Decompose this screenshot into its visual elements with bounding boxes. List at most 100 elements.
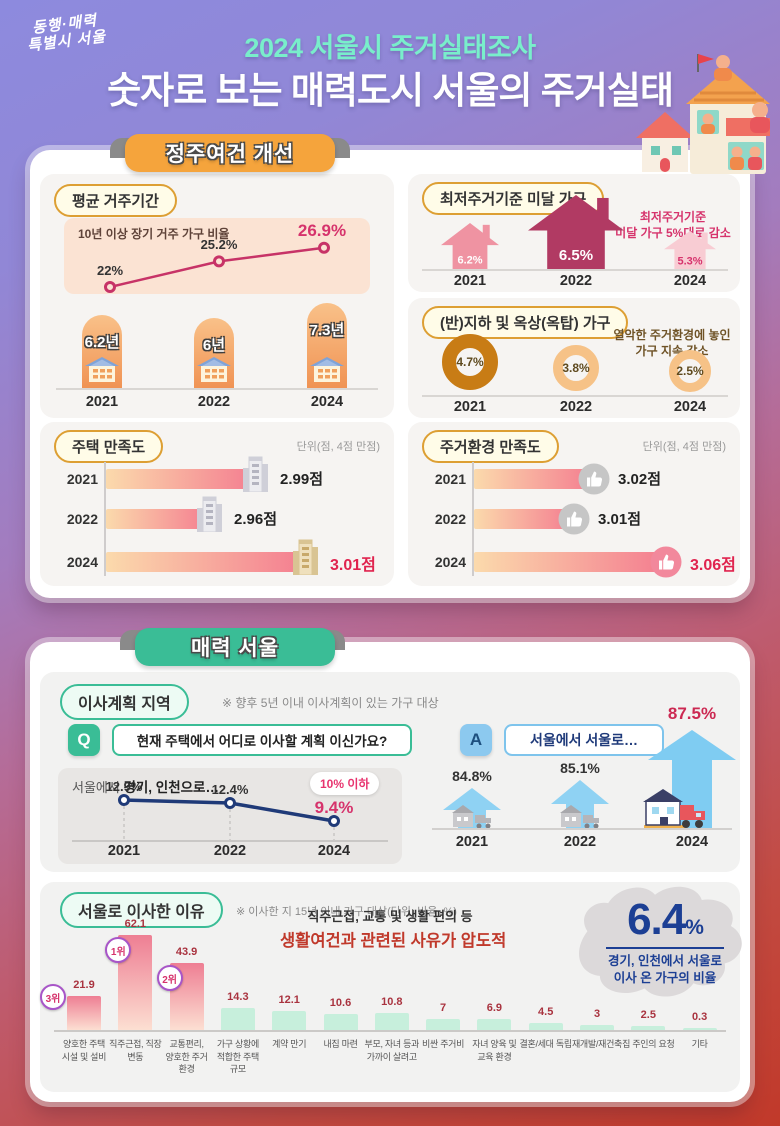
reason-value: 6.9	[486, 1002, 503, 1014]
svg-text:6.2%: 6.2%	[457, 254, 482, 266]
rank-badge: 3위	[40, 984, 66, 1010]
line-point-label: 12.4%	[211, 782, 249, 797]
reason-value: 43.9	[175, 946, 198, 958]
reason-value: 3	[593, 1008, 601, 1020]
donut-ring	[669, 350, 711, 392]
reason-value: 12.1	[278, 994, 300, 1006]
year-label: 2022	[434, 511, 466, 527]
reason-bar	[477, 1019, 512, 1030]
arrow-value: 84.8%	[452, 768, 492, 784]
donut-ring	[442, 334, 498, 390]
substandard-note: 최저주거기준 미달 가구 5%대로 감소	[615, 210, 731, 240]
rank-badge: 2위	[156, 965, 183, 991]
donut-value: 3.8%	[562, 361, 590, 375]
limit-badge: 10% 이하	[310, 772, 380, 795]
line-point-label: 12.9%	[105, 779, 143, 794]
reason-annotation: 직주근접, 교통 및 생활 편의 등 생활여건과 관련된 사유가 압도적	[280, 906, 507, 951]
donut-ring	[553, 345, 599, 391]
reason-category: 계약 만기	[272, 1039, 307, 1049]
reason-category: 부모, 자녀 등과 가까이 살려고	[364, 1039, 420, 1062]
year-label: 2022	[213, 843, 247, 859]
long-residence-line-chart: 10년 이상 장기 거주 가구 비율 22% 25.2% 26.9%	[64, 218, 370, 294]
panel-move-plan: 이사계획 지역 ※ 향후 5년 이내 이사계획이 있는 가구 대상 Q 현재 주…	[40, 672, 740, 872]
reason-category: 재개발/재건축	[571, 1039, 623, 1049]
reason-bar	[220, 1008, 255, 1030]
arrow-value: 85.1%	[560, 760, 600, 776]
question-box: 현재 주택에서 어디로 이사할 계획 이신가요?	[112, 724, 412, 756]
answer-box: 서울에서 서울로…	[504, 724, 664, 756]
stat-divider	[606, 947, 724, 949]
move-reason-note: ※ 이사한 지 15년 이내 가구 대상(단위: 비율, %)	[236, 906, 457, 918]
year-label: 2024	[310, 394, 344, 410]
panel-house-satisfaction: 주택 만족도 단위(점, 4점 만점) 2021 2.99점 2022 2.96점 20…	[40, 422, 394, 586]
house-icon	[197, 357, 231, 387]
reason-category: 직주근접, 직장 변동	[109, 1039, 162, 1062]
reason-value: 2.5	[640, 1009, 656, 1021]
reason-bar-chart: 21.9 양호한 주택 시설 및 설비 62.1 직주근접, 직장 변동 43.9 교통편…	[40, 882, 740, 1092]
line-point-label: 26.9%	[297, 220, 347, 240]
reason-bar	[272, 1011, 307, 1030]
reason-category: 기타	[691, 1039, 708, 1049]
house-truck-icon	[559, 803, 601, 834]
year-label: 2024	[317, 843, 351, 859]
house-pictogram: 6.5%	[528, 195, 624, 269]
house-pictogram: 5.3%	[664, 231, 716, 269]
year-label: 2021	[66, 471, 98, 487]
stat-unit: %	[685, 916, 704, 939]
annotation-line2: 생활여건과 관련된 사유가 압도적	[280, 932, 507, 950]
stat-value: 6.4%	[627, 895, 704, 944]
reason-bar	[631, 1026, 666, 1030]
avg-residence-bar-chart: 6.2년 6년 7.3년 2021 2022 2024	[40, 174, 394, 418]
year-label: 2021	[455, 834, 489, 850]
reason-bar	[67, 996, 101, 1030]
residence-bar: 6.2년	[82, 315, 122, 388]
move-out-line-chart: 12.9% 12.4% 9.4% 2021 2022 2024	[58, 768, 402, 864]
unit-label: 단위(점, 4점 만점)	[296, 441, 380, 453]
satisfaction-value: 3.01점	[598, 511, 641, 528]
move-within-seoul-chart: 84.8% 85.1% 87.5% 2021 2022 2024	[40, 672, 740, 872]
reason-bar	[323, 1014, 358, 1030]
donut-value: 2.5%	[676, 364, 704, 378]
reason-bar	[682, 1028, 717, 1030]
section1-ribbon: 정주여건 개선	[125, 134, 335, 172]
satisfaction-bar	[106, 509, 210, 529]
thumb-up-icon	[558, 503, 590, 540]
reason-bar	[528, 1023, 563, 1030]
house-satisfaction-chart: 2021 2.99점 2022 2.96점 2024 3.01점	[40, 422, 394, 586]
panel-substandard: 최저주거기준 미달 가구 최저주거기준 미달 가구 5%대로 감소 6.2% 6.…	[408, 174, 740, 292]
year-label: 2021	[85, 394, 119, 410]
substandard-house-chart: 6.2% 6.5% 5.3% 2021 2022 2024	[408, 174, 740, 292]
residence-value: 7.3년	[309, 322, 345, 339]
line-chart-svg	[118, 794, 340, 840]
env-satisfaction-chart: 2021 3.02점 2022 3.01점 2024 3.06점	[408, 422, 740, 586]
section2-ribbon: 매력 서울	[135, 628, 335, 666]
year-label: 2024	[675, 834, 709, 850]
reason-value: 62.1	[124, 918, 146, 930]
house-illustration-icon	[628, 48, 778, 188]
panel-env-satisfaction: 주거환경 만족도 단위(점, 4점 만점) 2021 3.02점 2022 3.01점…	[408, 422, 740, 586]
reason-bar	[374, 1013, 409, 1030]
basement-donut-chart: 4.7% 3.8% 2.5% 2021 2022 2024	[408, 298, 740, 418]
thumb-up-icon	[578, 463, 610, 500]
seoul-map-icon	[555, 874, 755, 1009]
question-badge: Q	[68, 724, 100, 756]
building-icon	[240, 456, 270, 497]
chart-baseline	[432, 828, 732, 830]
answer-badge: A	[460, 724, 492, 756]
thumb-up-icon	[650, 546, 682, 583]
donut-value: 4.7%	[456, 355, 484, 369]
metro-stat: 6.4% 경기, 인천에서 서울로 이사 온 가구의 비율	[585, 898, 745, 987]
page-subtitle: 2024 서울시 주거실태조사	[244, 33, 536, 63]
chart-baseline	[54, 1030, 726, 1032]
residence-value: 6년	[202, 337, 226, 354]
stat-description: 경기, 인천에서 서울로 이사 온 가구의 비율	[608, 954, 722, 985]
line-point-label: 25.2%	[200, 237, 238, 253]
arrow-value: 87.5%	[667, 704, 717, 723]
annotation-line1: 직주근접, 교통 및 생활 편의 등	[307, 909, 473, 924]
reason-category: 결혼/세대 독립	[519, 1039, 573, 1049]
reason-value: 10.6	[329, 997, 352, 1009]
basement-pill: (반)지하 및 옥상(옥탑) 가구	[422, 306, 629, 339]
line-point-label: 22%	[96, 263, 124, 278]
satisfaction-value: 2.96점	[234, 511, 277, 528]
